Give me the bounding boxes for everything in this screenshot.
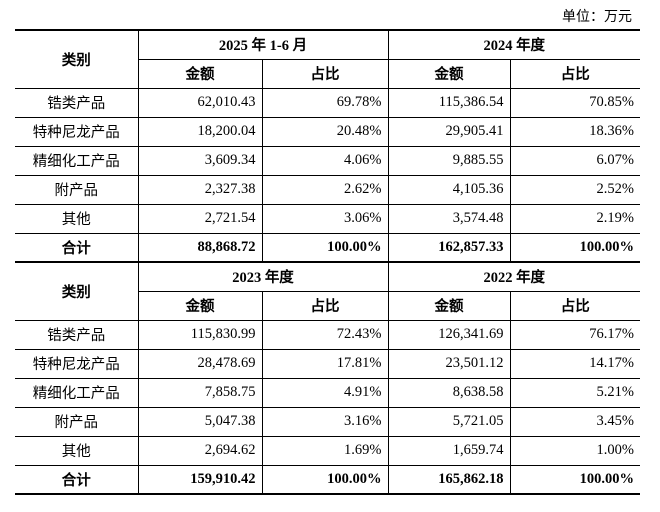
value-cell: 1.69% bbox=[261, 435, 388, 466]
value-cell: 1.00% bbox=[509, 435, 640, 466]
category-header: 类别 bbox=[15, 261, 138, 321]
value-cell: 159,910.42 bbox=[137, 464, 262, 495]
value-cell: 6.07% bbox=[509, 145, 640, 176]
value-cell: 2,721.54 bbox=[137, 203, 262, 234]
value-cell: 4,105.36 bbox=[387, 174, 510, 205]
category-cell: 附产品 bbox=[15, 406, 138, 437]
value-cell: 162,857.33 bbox=[387, 232, 510, 263]
value-cell: 2.52% bbox=[509, 174, 640, 205]
value-cell: 9,885.55 bbox=[387, 145, 510, 176]
data-row: 其他 2,694.62 1.69% 1,659.74 1.00% bbox=[15, 435, 640, 466]
category-cell: 合计 bbox=[15, 464, 138, 495]
value-cell: 72.43% bbox=[261, 319, 388, 350]
value-cell: 8,638.58 bbox=[387, 377, 510, 408]
value-cell: 18,200.04 bbox=[137, 116, 262, 147]
value-cell: 3.16% bbox=[261, 406, 388, 437]
value-cell: 17.81% bbox=[261, 348, 388, 379]
column-header: 金额 bbox=[387, 290, 510, 321]
column-header: 占比 bbox=[261, 58, 388, 89]
header-row: 类别 2023 年度 2022 年度 bbox=[15, 261, 640, 321]
column-header: 金额 bbox=[387, 58, 510, 89]
value-cell: 3,574.48 bbox=[387, 203, 510, 234]
total-row: 合计 88,868.72 100.00% 162,857.33 100.00% bbox=[15, 232, 640, 263]
value-cell: 29,905.41 bbox=[387, 116, 510, 147]
data-row: 特种尼龙产品 28,478.69 17.81% 23,501.12 14.17% bbox=[15, 348, 640, 379]
category-cell: 合计 bbox=[15, 232, 138, 263]
unit-label: 单位：万元 bbox=[562, 10, 632, 25]
value-cell: 100.00% bbox=[261, 464, 388, 495]
value-cell: 5,721.05 bbox=[387, 406, 510, 437]
category-cell: 特种尼龙产品 bbox=[15, 116, 138, 147]
data-row: 锆类产品 115,830.99 72.43% 126,341.69 76.17% bbox=[15, 319, 640, 350]
data-row: 精细化工产品 7,858.75 4.91% 8,638.58 5.21% bbox=[15, 377, 640, 408]
value-cell: 14.17% bbox=[509, 348, 640, 379]
value-cell: 69.78% bbox=[261, 87, 388, 118]
value-cell: 100.00% bbox=[509, 464, 640, 495]
value-cell: 62,010.43 bbox=[137, 87, 262, 118]
column-header: 占比 bbox=[509, 290, 640, 321]
value-cell: 7,858.75 bbox=[137, 377, 262, 408]
category-cell: 锆类产品 bbox=[15, 319, 138, 350]
column-header: 金额 bbox=[137, 58, 262, 89]
table-body: 类别 2025 年 1-6 月 2024 年度 金额 占比 金额 占比 锆类产品 62,010.… bbox=[15, 29, 640, 495]
period-header: 2023 年度 bbox=[137, 261, 388, 292]
value-cell: 2.19% bbox=[509, 203, 640, 234]
value-cell: 28,478.69 bbox=[137, 348, 262, 379]
value-cell: 20.48% bbox=[261, 116, 388, 147]
column-header: 占比 bbox=[509, 58, 640, 89]
value-cell: 2,327.38 bbox=[137, 174, 262, 205]
total-row: 合计 159,910.42 100.00% 165,862.18 100.00% bbox=[15, 464, 640, 495]
value-cell: 100.00% bbox=[261, 232, 388, 263]
category-cell: 其他 bbox=[15, 435, 138, 466]
category-cell: 精细化工产品 bbox=[15, 377, 138, 408]
category-cell: 特种尼龙产品 bbox=[15, 348, 138, 379]
category-cell: 附产品 bbox=[15, 174, 138, 205]
value-cell: 2.62% bbox=[261, 174, 388, 205]
period-header: 2024 年度 bbox=[387, 29, 640, 60]
data-row: 特种尼龙产品 18,200.04 20.48% 29,905.41 18.36% bbox=[15, 116, 640, 147]
value-cell: 115,830.99 bbox=[137, 319, 262, 350]
value-cell: 1,659.74 bbox=[387, 435, 510, 466]
data-row: 精细化工产品 3,609.34 4.06% 9,885.55 6.07% bbox=[15, 145, 640, 176]
value-cell: 3.06% bbox=[261, 203, 388, 234]
value-cell: 2,694.62 bbox=[137, 435, 262, 466]
category-header: 类别 bbox=[15, 29, 138, 89]
header-row: 类别 2025 年 1-6 月 2024 年度 bbox=[15, 29, 640, 89]
data-row: 附产品 2,327.38 2.62% 4,105.36 2.52% bbox=[15, 174, 640, 205]
value-cell: 3,609.34 bbox=[137, 145, 262, 176]
data-row: 其他 2,721.54 3.06% 3,574.48 2.19% bbox=[15, 203, 640, 234]
value-cell: 18.36% bbox=[509, 116, 640, 147]
value-cell: 115,386.54 bbox=[387, 87, 510, 118]
value-cell: 4.91% bbox=[261, 377, 388, 408]
data-row: 锆类产品 62,010.43 69.78% 115,386.54 70.85% bbox=[15, 87, 640, 118]
period-header: 2025 年 1-6 月 bbox=[137, 29, 388, 60]
value-cell: 76.17% bbox=[509, 319, 640, 350]
value-cell: 165,862.18 bbox=[387, 464, 510, 495]
value-cell: 100.00% bbox=[509, 232, 640, 263]
value-cell: 70.85% bbox=[509, 87, 640, 118]
data-row: 附产品 5,047.38 3.16% 5,721.05 3.45% bbox=[15, 406, 640, 437]
value-cell: 5,047.38 bbox=[137, 406, 262, 437]
category-cell: 精细化工产品 bbox=[15, 145, 138, 176]
value-cell: 126,341.69 bbox=[387, 319, 510, 350]
column-header: 占比 bbox=[261, 290, 388, 321]
category-cell: 其他 bbox=[15, 203, 138, 234]
value-cell: 3.45% bbox=[509, 406, 640, 437]
revenue-table: 类别 2025 年 1-6 月 2024 年度 金额 占比 金额 占比 锆类产品 62,010.… bbox=[15, 29, 640, 495]
column-header: 金额 bbox=[137, 290, 262, 321]
value-cell: 4.06% bbox=[261, 145, 388, 176]
value-cell: 88,868.72 bbox=[137, 232, 262, 263]
value-cell: 23,501.12 bbox=[387, 348, 510, 379]
value-cell: 5.21% bbox=[509, 377, 640, 408]
period-header: 2022 年度 bbox=[387, 261, 640, 292]
category-cell: 锆类产品 bbox=[15, 87, 138, 118]
